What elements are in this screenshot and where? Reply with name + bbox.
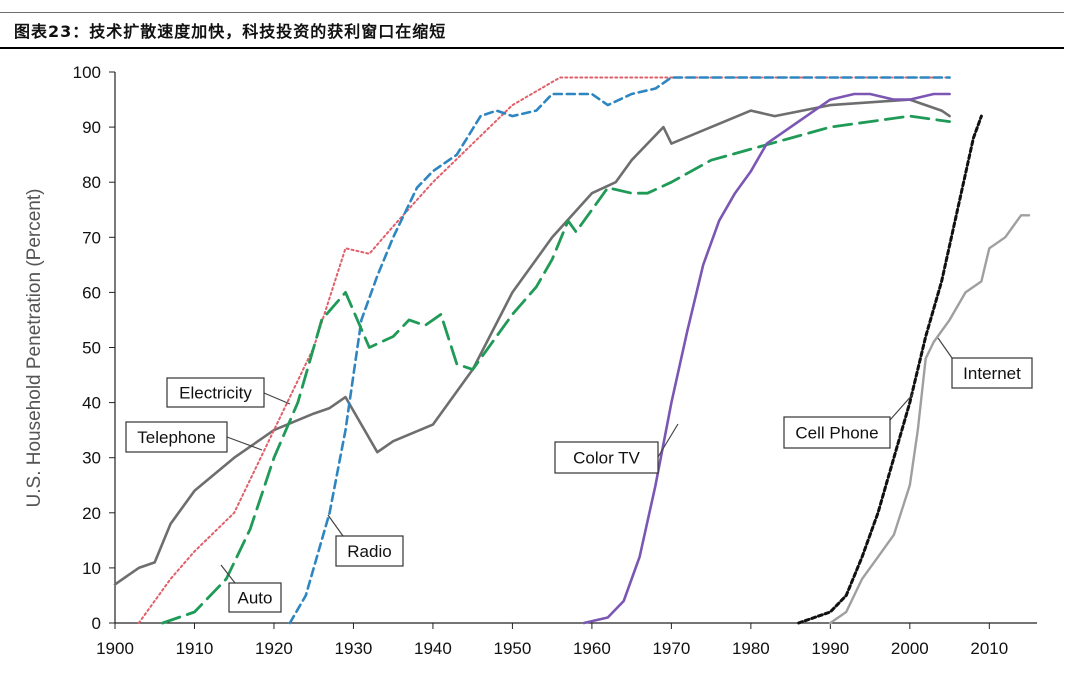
annotation-leader	[220, 564, 236, 584]
y-tick-label: 30	[82, 449, 101, 468]
series-line-auto	[161, 114, 951, 625]
annotation-leader	[327, 514, 344, 537]
x-tick-label: 2010	[970, 639, 1008, 658]
x-tick-label: 1930	[335, 639, 373, 658]
series-line-electricity	[137, 76, 951, 624]
series-line-radio	[288, 76, 951, 625]
annotation-color-tv: Color TV	[554, 423, 679, 474]
y-tick-label: 50	[82, 339, 101, 358]
annotation-telephone: Telephone	[125, 421, 263, 453]
annotation-internet: Internet	[937, 337, 1033, 389]
annotation-box	[166, 377, 265, 408]
top-rule	[0, 12, 1064, 13]
x-tick-label: 1960	[573, 639, 611, 658]
y-tick-label: 80	[82, 173, 101, 192]
y-tick-label: 60	[82, 283, 101, 302]
annotation-box	[951, 357, 1033, 389]
annotation-label: Telephone	[137, 428, 215, 447]
series-line-cell-phone	[797, 114, 983, 625]
y-tick-label: 10	[82, 559, 101, 578]
x-tick-label: 2000	[891, 639, 929, 658]
x-tick-label: 1940	[414, 639, 452, 658]
x-tick-label: 1900	[96, 639, 134, 658]
x-tick-label: 1910	[176, 639, 214, 658]
chart-title: 图表23：技术扩散速度加快，科技投资的获利窗口在缩短	[14, 22, 447, 41]
series-line-internet	[829, 214, 1031, 625]
annotation-leader	[937, 337, 953, 359]
series-line-color-tv	[582, 92, 951, 625]
annotation-auto: Auto	[220, 564, 282, 613]
x-tick-label: 1920	[255, 639, 293, 658]
annotation-electricity: Electricity	[166, 377, 291, 408]
annotation-box	[228, 582, 282, 613]
annotations-group: Electricity Telephone Radio Auto Color TV Cel…	[125, 337, 1033, 613]
series-group	[113, 76, 1031, 625]
annotation-box	[783, 416, 891, 449]
x-tick-label: 1990	[811, 639, 849, 658]
annotation-label: Auto	[238, 589, 273, 608]
annotation-label: Cell Phone	[795, 424, 878, 443]
annotation-radio: Radio	[327, 514, 404, 567]
axes: 0 10 20 30 40 50 60 70 80 90 100 1900 1910 1920 1930 19…	[73, 63, 1037, 658]
annotation-cell-phone: Cell Phone	[783, 393, 914, 449]
y-tick-label: 40	[82, 394, 101, 413]
annotation-box	[125, 421, 228, 453]
annotation-label: Radio	[347, 542, 391, 561]
y-axis-label: U.S. Household Penetration (Percent)	[24, 189, 45, 508]
annotation-leader	[889, 393, 914, 421]
series-line-telephone	[113, 98, 951, 586]
annotation-leader	[226, 436, 263, 451]
y-tick-label: 100	[73, 63, 101, 82]
y-tick-label: 20	[82, 504, 101, 523]
title-rule	[0, 47, 1064, 49]
annotation-label: Electricity	[179, 384, 252, 403]
y-tick-label: 70	[82, 228, 101, 247]
annotation-box	[335, 535, 404, 567]
annotation-label: Internet	[963, 364, 1021, 383]
annotation-label: Color TV	[573, 449, 640, 468]
x-tick-label: 1950	[493, 639, 531, 658]
y-tick-label: 90	[82, 118, 101, 137]
annotation-leader	[263, 392, 291, 405]
y-tick-label: 0	[92, 614, 101, 633]
x-tick-label: 1970	[652, 639, 690, 658]
annotation-leader	[657, 423, 679, 458]
annotation-box	[554, 441, 659, 474]
x-tick-label: 1980	[732, 639, 770, 658]
